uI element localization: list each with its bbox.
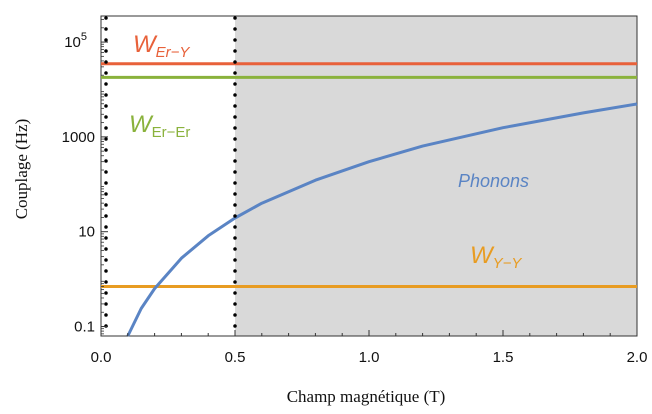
series-label-subscript: Er−Er xyxy=(152,124,191,141)
series-label-w-er-er: WEr−Er xyxy=(129,111,190,141)
series-label-main: Phonons xyxy=(458,171,529,191)
y-tick-label: 1000 xyxy=(62,129,95,146)
x-tick-label: 0.5 xyxy=(225,349,246,366)
x-tick-label: 0.0 xyxy=(91,349,112,366)
series-label-main: W xyxy=(470,242,495,269)
series-label-subscript: Y−Y xyxy=(493,255,523,272)
y-tick-label: 10 xyxy=(78,224,95,241)
series-label-main: W xyxy=(133,31,158,58)
x-axis-title: Champ magnétique (T) xyxy=(287,387,446,406)
y-tick-label: 105 xyxy=(64,31,87,51)
series-label-main: W xyxy=(129,111,154,138)
series-label-w-y-y: WY−Y xyxy=(470,242,522,272)
y-tick-label: 0.1 xyxy=(74,319,95,336)
x-tick-label: 2.0 xyxy=(627,349,648,366)
shaded-region xyxy=(235,16,637,336)
series-curve-phonons xyxy=(126,102,638,337)
x-tick-label: 1.0 xyxy=(359,349,380,366)
y-axis-title: Couplage (Hz) xyxy=(12,119,31,220)
series-label-w-er-y: WEr−Y xyxy=(133,31,190,61)
series-label-subscript: Er−Y xyxy=(156,44,191,61)
series-label-phonons: Phonons xyxy=(458,171,529,191)
x-tick-label: 1.5 xyxy=(493,349,514,366)
